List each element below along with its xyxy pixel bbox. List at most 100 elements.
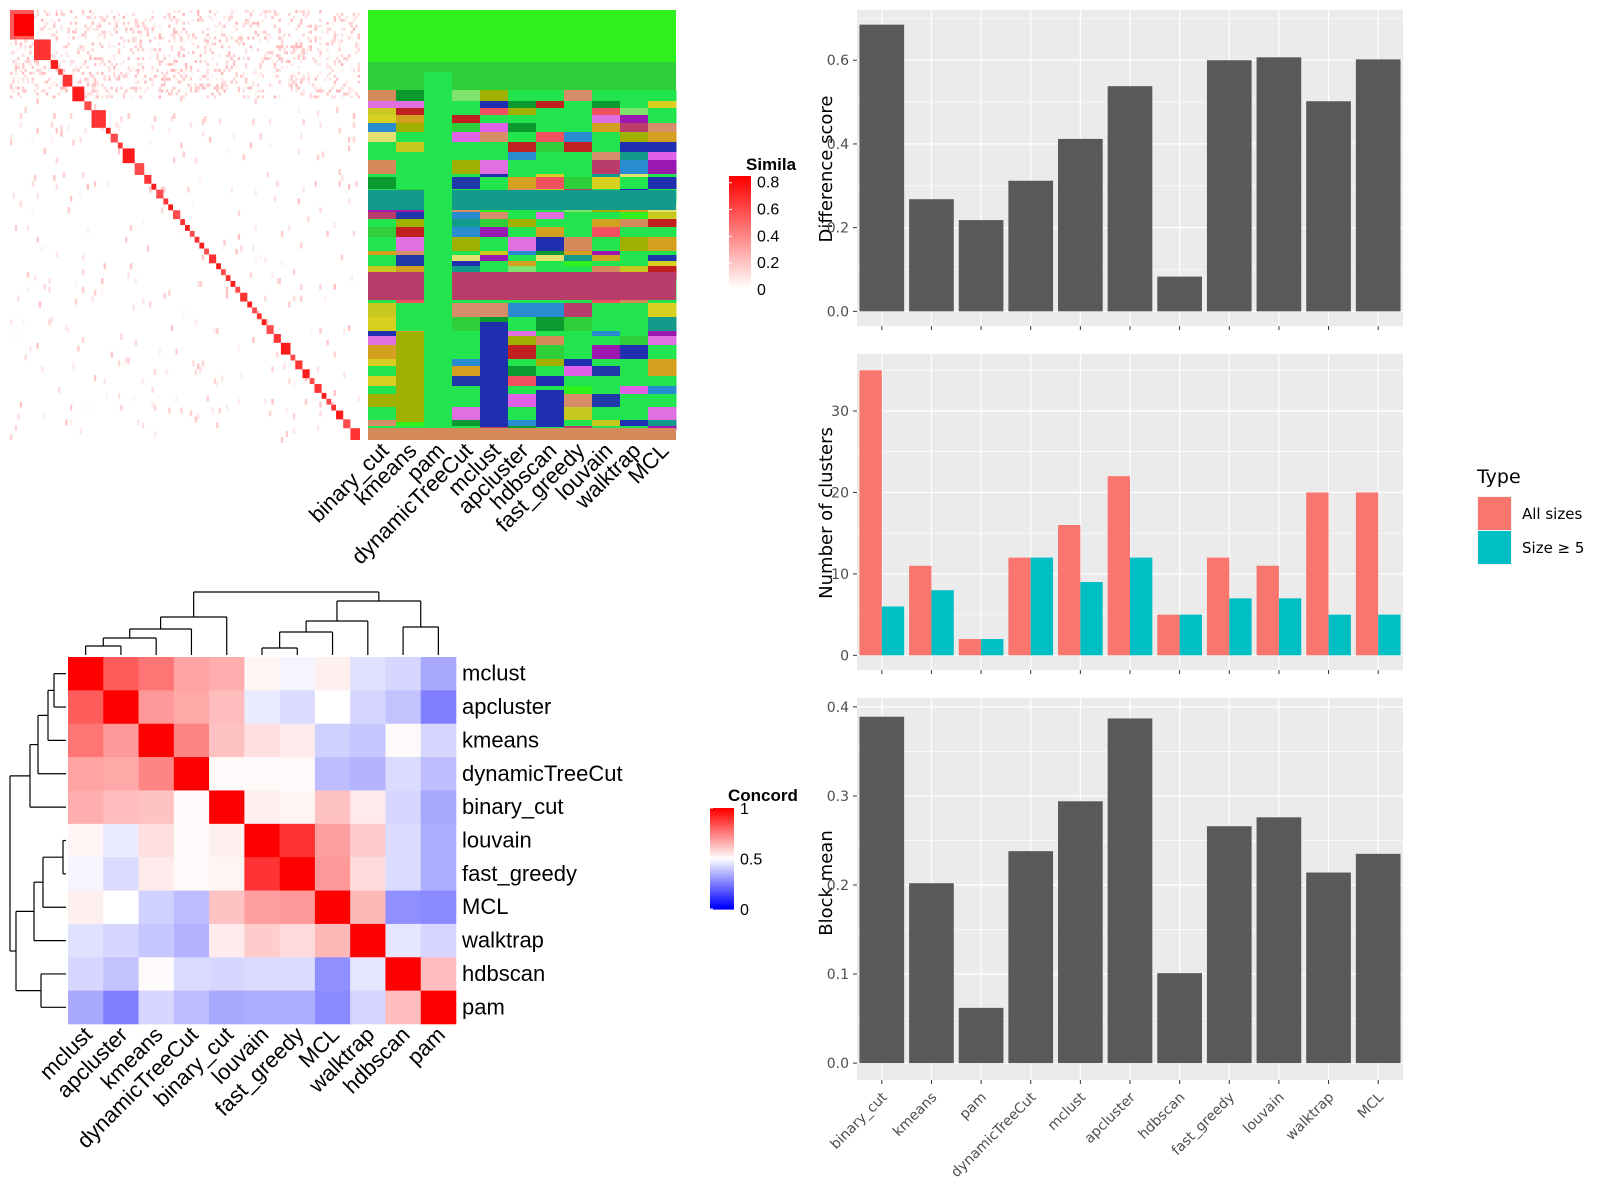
label-cell [592, 123, 621, 132]
similarity-cell [77, 68, 80, 72]
similarity-cell [220, 30, 224, 34]
similarity-cell [62, 45, 66, 49]
similarity-cell [31, 80, 34, 84]
label-cell [536, 366, 565, 376]
similarity-cell [19, 63, 22, 66]
similarity-cell [242, 71, 245, 78]
label-cell [368, 317, 397, 331]
bar [1256, 57, 1302, 312]
similarity-cell [261, 60, 265, 64]
concordance-cell [420, 757, 457, 791]
similarity-cell [72, 60, 75, 64]
label-cell [480, 255, 509, 261]
similarity-cell [254, 21, 257, 25]
similarity-cell [101, 83, 104, 87]
similarity-cell [232, 60, 236, 64]
concordance-cell [279, 690, 316, 725]
similarity-block [266, 325, 274, 334]
similarity-cell [218, 54, 221, 58]
y-tick-label: 0.0 [827, 304, 849, 320]
similarity-cell [244, 10, 248, 13]
similarity-cell [189, 74, 193, 78]
similarity-cell [280, 60, 284, 64]
similarity-cell [307, 71, 310, 78]
similarity-cell [93, 104, 97, 111]
concordance-cell [385, 690, 422, 725]
similarity-cell [304, 57, 308, 61]
similarity-cell [10, 95, 13, 99]
concordance-cell [420, 990, 457, 1025]
similarity-cell [338, 18, 341, 22]
similarity-cell [189, 39, 193, 43]
similarity-cell [50, 54, 54, 58]
similarity-cell [228, 60, 231, 64]
similarity-cell [355, 180, 358, 187]
label-cell [536, 336, 565, 345]
similarity-cell [189, 121, 193, 128]
similarity-cell [249, 86, 253, 90]
similarity-cell [256, 33, 260, 37]
similarity-cell [314, 24, 317, 28]
similarity-cell [173, 86, 176, 90]
similarity-cell [340, 174, 344, 181]
label-cell [564, 174, 593, 177]
similarity-cell [340, 63, 344, 66]
similarity-cell [268, 410, 272, 417]
similarity-cell [240, 245, 243, 252]
similarity-cell [132, 12, 135, 16]
similarity-cell [199, 77, 202, 81]
similarity-cell [249, 27, 253, 31]
label-cell [368, 255, 397, 261]
concordance-cell [103, 957, 139, 991]
similarity-cell [201, 30, 205, 34]
similarity-cell [264, 10, 267, 13]
similarity-cell [134, 278, 138, 284]
similarity-block [194, 236, 200, 243]
similarity-cell [290, 80, 293, 84]
similarity-cell [81, 12, 85, 16]
similarity-block [280, 342, 291, 355]
similarity-cell [72, 36, 75, 40]
similarity-cell [98, 21, 102, 25]
label-cell [452, 152, 481, 160]
similarity-cell [43, 413, 46, 420]
concordance-heatmap: mclustapclusterkmeansdynamicTreeCutbinar… [35, 657, 623, 1153]
similarity-cell [69, 113, 73, 119]
similarity-cell [81, 286, 85, 293]
similarity-cell [69, 195, 73, 202]
label-cell [564, 132, 593, 142]
similarity-cell [336, 57, 339, 61]
similarity-cell [79, 48, 82, 52]
similarity-cell [101, 45, 104, 49]
similarity-cell [357, 42, 360, 49]
concordance-cell [385, 757, 422, 791]
similarity-cell [228, 45, 231, 49]
similarity-cell [180, 142, 183, 149]
concordance-cell [138, 790, 175, 825]
similarity-cell [137, 68, 140, 72]
similarity-cell [170, 325, 174, 332]
label-cell [592, 251, 621, 255]
similarity-cell [213, 328, 217, 334]
similarity-cell [237, 36, 241, 40]
similarity-cell [161, 186, 164, 193]
label-cell [648, 261, 677, 266]
bar [1256, 817, 1302, 1064]
similarity-cell [57, 386, 61, 393]
similarity-cell [127, 65, 130, 69]
similarity-cell [151, 68, 154, 72]
similarity-cell [62, 71, 66, 75]
concordance-cell [314, 990, 351, 1025]
label-cell [368, 152, 397, 160]
similarity-cell [206, 33, 209, 37]
similarity-cell [151, 386, 154, 393]
label-cell [508, 177, 537, 189]
similarity-cell [348, 325, 351, 332]
similarity-cell [21, 65, 25, 69]
similarity-cell [153, 369, 157, 376]
similarity-cell [278, 57, 281, 61]
similarity-cell [53, 21, 56, 25]
similarity-legend-swatch [729, 247, 751, 251]
similarity-cell [151, 24, 154, 28]
similarity-cell [225, 83, 229, 90]
